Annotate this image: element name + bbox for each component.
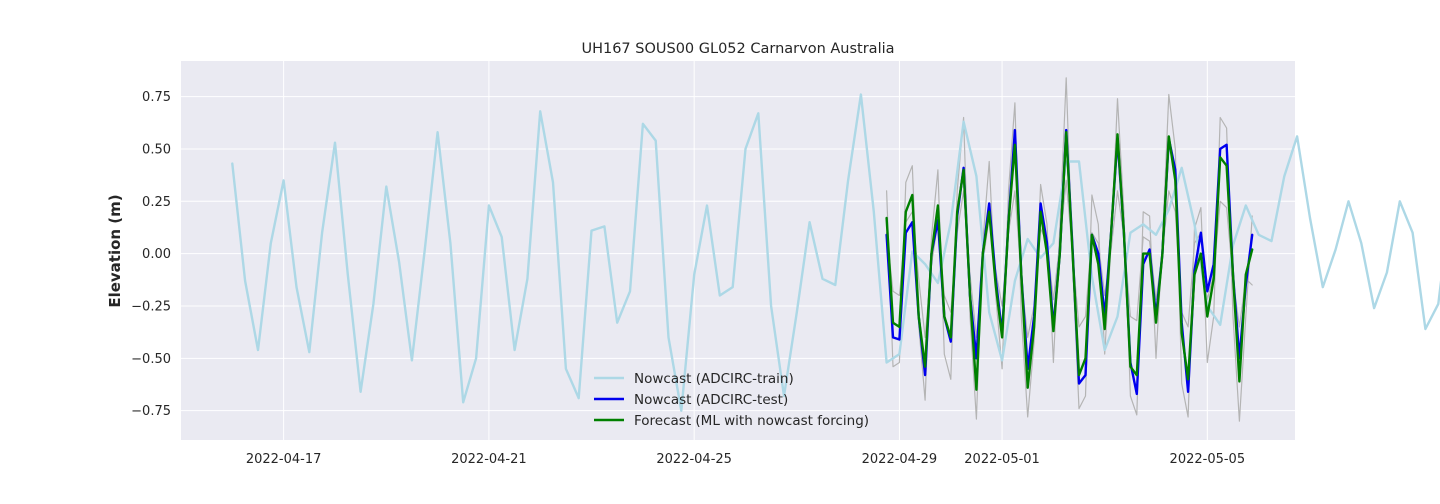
x-tick-label: 2022-04-25	[656, 452, 732, 467]
series-line-nowcast-adcirc-train	[231, 93, 1440, 412]
y-tick-label: −0.50	[131, 352, 171, 367]
y-axis-label: Elevation (m)	[106, 194, 124, 307]
chart-title: UH167 SOUS00 GL052 Carnarvon Australia	[581, 41, 894, 57]
series-line-forecast-ml-with-nowcast-forcing	[885, 130, 1254, 391]
x-tick-label: 2022-04-29	[862, 452, 938, 467]
y-tick-label: 0.00	[142, 247, 171, 262]
y-tick-label: −0.25	[131, 299, 171, 314]
series-line-ensemble-1	[885, 179, 1253, 338]
y-axis: −0.75 −0.50 −0.25 0.00 0.25 0.50 0.75	[131, 90, 171, 419]
legend-label: Nowcast (ADCIRC-test)	[634, 392, 788, 408]
x-tick-label: 2022-05-05	[1170, 452, 1246, 467]
x-tick-label: 2022-04-21	[451, 452, 527, 467]
x-tick-label: 2022-04-17	[246, 452, 322, 467]
y-tick-label: −0.75	[131, 404, 171, 419]
series-layer	[231, 77, 1440, 422]
x-tick-label: 2022-05-01	[964, 452, 1040, 467]
legend-label: Nowcast (ADCIRC-train)	[634, 371, 794, 387]
legend-label: Forecast (ML with nowcast forcing)	[634, 413, 869, 429]
x-axis: 2022-04-17 2022-04-21 2022-04-25 2022-04-29…	[246, 452, 1245, 467]
legend: Nowcast (ADCIRC-train) Nowcast (ADCIRC-te…	[594, 371, 869, 429]
y-tick-label: 0.50	[142, 142, 171, 157]
y-tick-label: 0.25	[142, 195, 171, 210]
y-tick-label: 0.75	[142, 90, 171, 105]
